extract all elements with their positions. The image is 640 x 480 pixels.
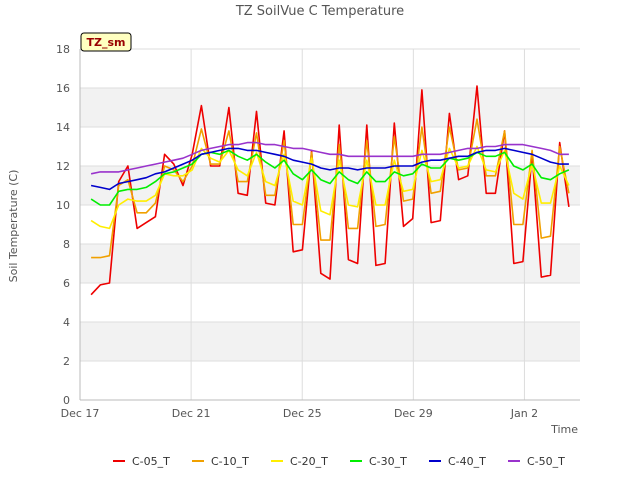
x-tick-label: Dec 21 [172, 407, 211, 420]
x-axis-label: Time [550, 423, 578, 436]
x-tick-label: Jan 2 [510, 407, 538, 420]
legend-label-C-20_T: C-20_T [290, 455, 328, 468]
y-axis-label: Soil Temperature (C) [7, 170, 20, 283]
legend-label-C-50_T: C-50_T [527, 455, 565, 468]
plot-band [80, 88, 580, 127]
chart-title: TZ SoilVue C Temperature [235, 4, 404, 19]
y-tick-label: 8 [63, 238, 70, 251]
series-line-C-20_T [90, 145, 570, 230]
series-line-C-50_T [90, 141, 569, 175]
series-line-C-30_T [90, 149, 570, 206]
axes [79, 49, 580, 401]
legend-label-C-05_T: C-05_T [132, 455, 170, 468]
legend-label-C-40_T: C-40_T [448, 455, 486, 468]
y-tick-label: 12 [56, 160, 70, 173]
plot-background [80, 49, 580, 400]
y-tick-label: 16 [56, 82, 70, 95]
series-layer [90, 85, 570, 296]
y-tick-label: 6 [63, 277, 70, 290]
plot-band [80, 322, 580, 361]
y-tick-label: 14 [56, 121, 70, 134]
x-tick-labels: Dec 17 Dec 21 Dec 25 Dec 29 Jan 2 [61, 407, 539, 420]
station-label: TZ_sm [87, 36, 126, 49]
series-line-C-40_T [90, 147, 569, 191]
station-label-box: TZ_sm [80, 32, 132, 52]
y-tick-label: 10 [56, 199, 70, 212]
x-tick-label: Dec 29 [394, 407, 433, 420]
y-tick-label: 0 [63, 394, 70, 407]
y-tick-label: 4 [63, 316, 70, 329]
legend: C-05_T C-10_T C-20_T C-30_T C-40_T C-50_T [113, 455, 565, 468]
y-tick-labels: 0 2 4 6 8 10 12 14 16 18 [56, 43, 70, 407]
legend-label-C-10_T: C-10_T [211, 455, 249, 468]
x-tick-label: Dec 25 [283, 407, 322, 420]
y-tick-label: 18 [56, 43, 70, 56]
legend-label-C-30_T: C-30_T [369, 455, 407, 468]
x-tick-label: Dec 17 [61, 407, 100, 420]
y-tick-label: 2 [63, 355, 70, 368]
plot-band [80, 166, 580, 205]
